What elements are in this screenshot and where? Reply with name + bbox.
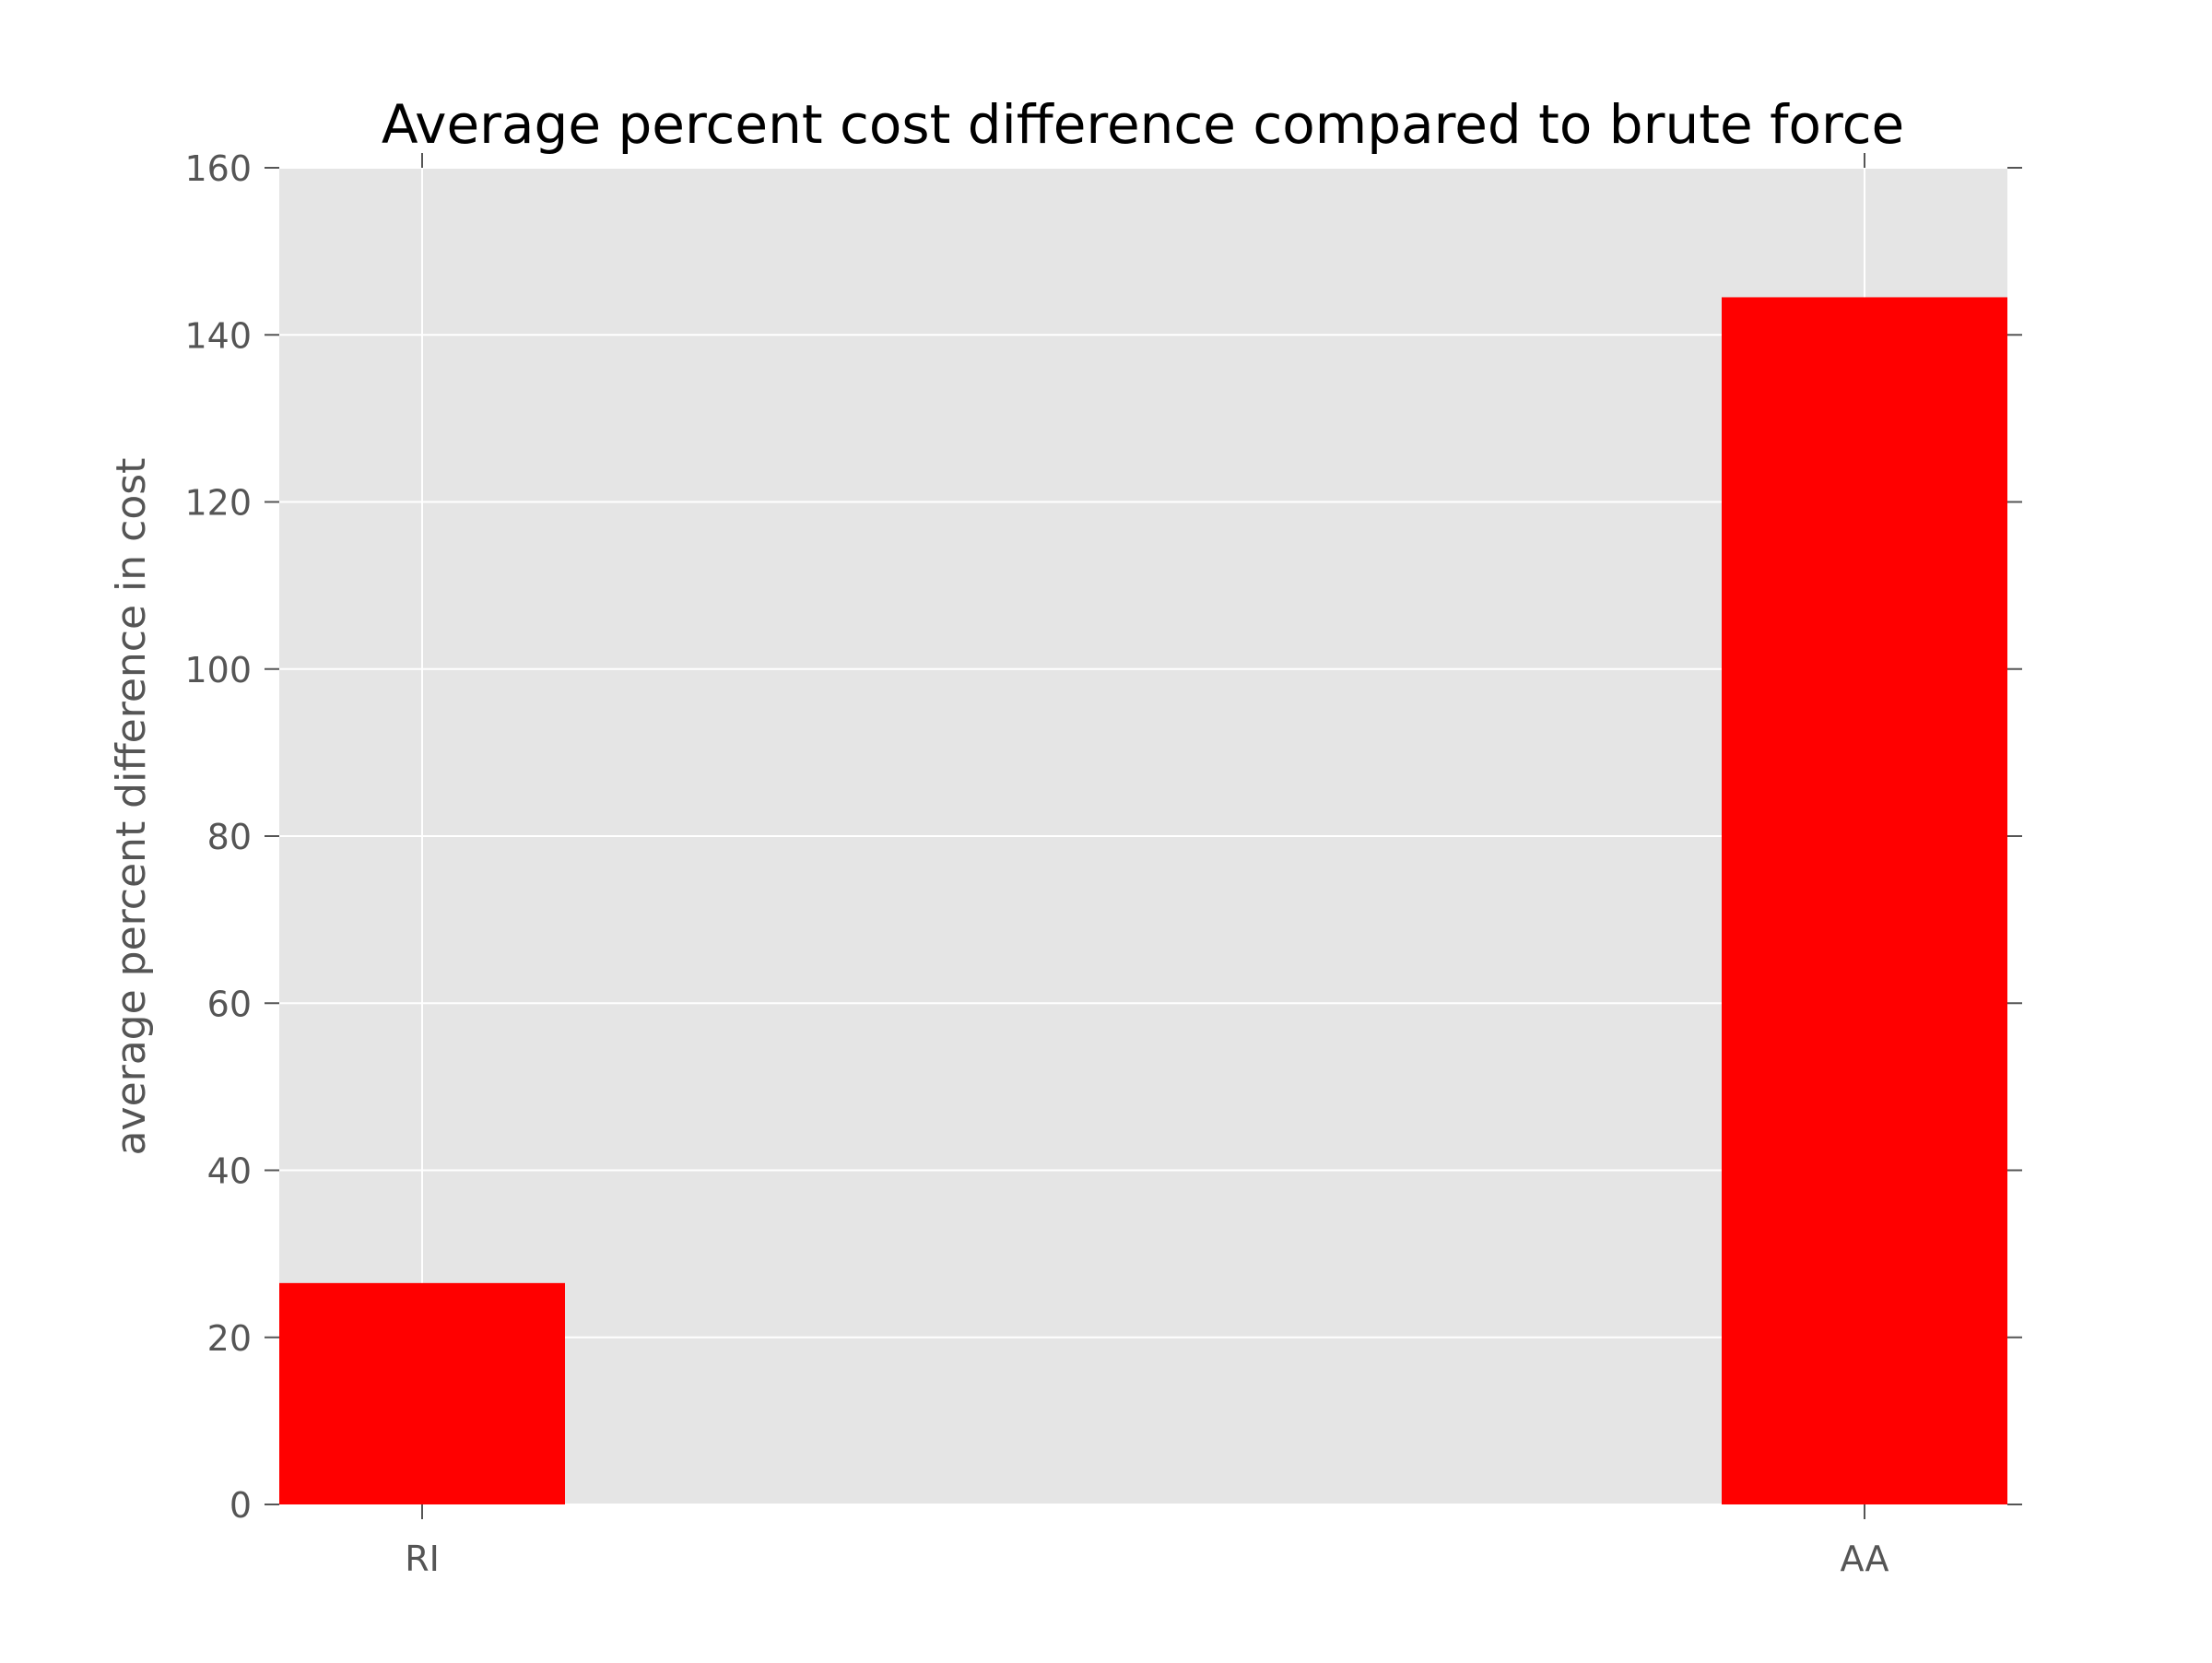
x-tick-label: AA [1840, 1539, 1888, 1579]
y-axis-label: average percent difference in cost [108, 458, 155, 1156]
bar-ri [279, 1282, 565, 1504]
y-tick-label: 0 [229, 1485, 252, 1526]
y-tick-label: 80 [207, 817, 252, 857]
y-tick-label: 20 [207, 1318, 252, 1359]
y-tick-label: 100 [184, 650, 252, 690]
x-tick-label: RI [405, 1539, 440, 1579]
y-tick-label: 60 [207, 984, 252, 1024]
y-tick-label: 120 [184, 483, 252, 524]
axis-ticks: 0 20 40 60 80 100 120 140 160 RI AA [184, 148, 2022, 1579]
y-tick-label: 40 [207, 1151, 252, 1192]
bar-aa [1722, 297, 2007, 1504]
chart-title: Average percent cost difference compared… [382, 93, 1904, 156]
y-tick-label: 160 [184, 148, 252, 189]
y-tick-label: 140 [184, 315, 252, 356]
bars [279, 297, 2007, 1504]
